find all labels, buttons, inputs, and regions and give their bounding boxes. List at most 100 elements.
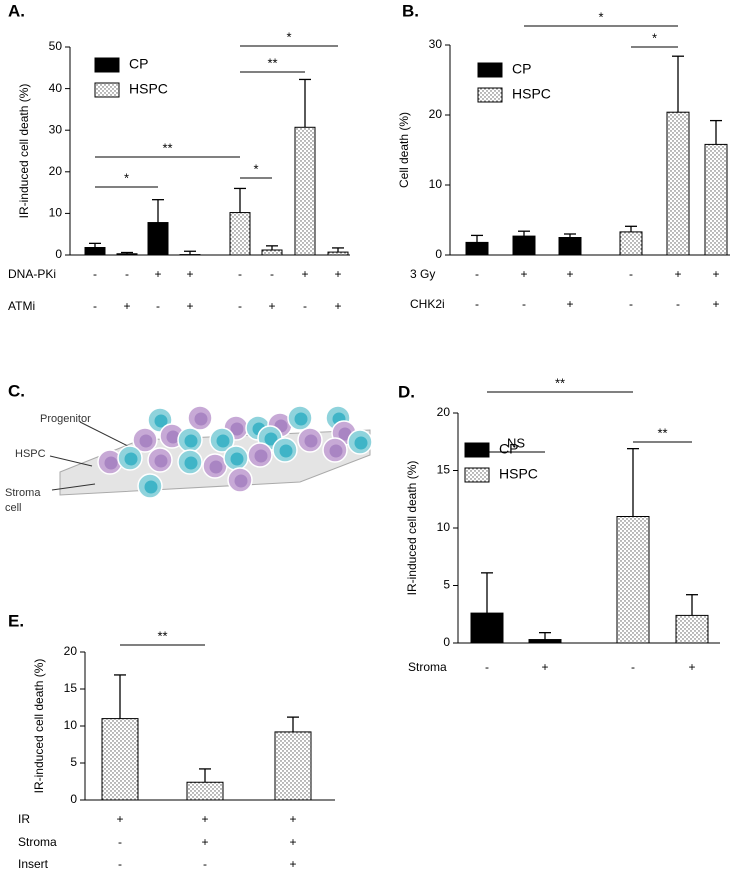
cell-nucleus — [294, 412, 308, 426]
condition-mark: + — [674, 267, 681, 281]
bar — [186, 781, 224, 801]
condition-mark: - — [238, 299, 242, 313]
condition-mark: - — [203, 857, 207, 870]
bar — [116, 253, 138, 256]
cell-nucleus — [166, 430, 180, 444]
legend-label: CP — [512, 61, 531, 77]
cell-nucleus — [154, 414, 168, 428]
significance-label: * — [253, 161, 258, 176]
condition-mark: + — [268, 299, 275, 313]
cell-nucleus — [279, 444, 293, 458]
condition-label: Stroma — [18, 835, 57, 849]
cell-nucleus — [144, 480, 158, 494]
condition-mark: - — [676, 297, 680, 311]
significance-label: * — [598, 9, 603, 24]
condition-mark: - — [629, 267, 633, 281]
condition-label: CHK2i — [410, 297, 445, 311]
condition-mark: - — [156, 299, 160, 313]
y-axis-label: Cell death (%) — [397, 112, 411, 188]
condition-label: 3 Gy — [410, 267, 435, 281]
condition-label: ATMi — [8, 299, 35, 313]
condition-mark: + — [301, 267, 308, 281]
bar — [619, 231, 643, 256]
cell-nucleus — [230, 452, 244, 466]
condition-mark: + — [201, 835, 208, 849]
panel-title: B. — [402, 1, 419, 20]
panel-title: E. — [8, 611, 24, 630]
legend-swatch — [477, 62, 503, 78]
condition-mark: + — [334, 267, 341, 281]
y-tick-label: 5 — [70, 755, 77, 769]
condition-mark: + — [186, 267, 193, 281]
condition-mark: + — [201, 812, 208, 826]
legend-swatch — [94, 57, 120, 73]
bar — [512, 235, 536, 256]
panel-title: C. — [8, 381, 25, 400]
arrow — [79, 421, 129, 447]
bar — [704, 143, 728, 256]
bar — [616, 516, 650, 644]
significance-label: ** — [162, 140, 172, 155]
condition-mark: - — [475, 297, 479, 311]
condition-mark: + — [289, 835, 296, 849]
legend-label: HSPC — [129, 81, 168, 97]
bar — [528, 639, 562, 644]
cell-nucleus — [194, 412, 208, 426]
bar — [147, 222, 169, 256]
y-tick-label: 0 — [443, 635, 450, 649]
diagram-label: Progenitor — [40, 413, 91, 425]
cell-diagram: C. — [8, 381, 373, 499]
legend-label: CP — [129, 56, 148, 72]
cell-nucleus — [254, 449, 268, 463]
bar — [558, 237, 582, 256]
significance-label: ** — [555, 375, 565, 390]
y-tick-label: 0 — [70, 792, 77, 806]
cell-nucleus — [184, 456, 198, 470]
condition-mark: - — [303, 299, 307, 313]
y-tick-label: 5 — [443, 578, 450, 592]
condition-mark: - — [118, 857, 122, 870]
y-tick-label: 20 — [429, 107, 443, 121]
condition-mark: + — [289, 857, 296, 870]
bar — [327, 251, 349, 256]
legend-swatch — [464, 442, 490, 458]
legend-swatch — [464, 467, 490, 483]
y-tick-label: 0 — [55, 247, 62, 261]
significance-label: * — [124, 170, 129, 185]
legend-swatch — [94, 82, 120, 98]
y-tick-label: 10 — [429, 177, 443, 191]
condition-mark: + — [520, 267, 527, 281]
y-tick-label: 20 — [49, 164, 63, 178]
arrow — [49, 455, 93, 467]
panel-title: D. — [398, 382, 415, 401]
cell-nucleus — [184, 434, 198, 448]
cell-nucleus — [234, 474, 248, 488]
bar — [101, 718, 139, 801]
cell-nucleus — [139, 434, 153, 448]
condition-mark: - — [485, 660, 489, 674]
y-axis-label: IR-induced cell death (%) — [32, 659, 46, 794]
condition-label: IR — [18, 812, 30, 826]
y-tick-label: 30 — [429, 37, 443, 51]
condition-mark: - — [93, 299, 97, 313]
condition-mark: + — [123, 299, 130, 313]
cell-nucleus — [124, 452, 138, 466]
legend-label: HSPC — [499, 466, 538, 482]
condition-mark: + — [566, 267, 573, 281]
legend-swatch — [477, 87, 503, 103]
y-tick-label: 0 — [435, 247, 442, 261]
y-tick-label: 50 — [49, 39, 63, 53]
condition-mark: + — [186, 299, 193, 313]
significance-label: NS — [507, 435, 525, 450]
condition-mark: - — [93, 267, 97, 281]
condition-mark: - — [270, 267, 274, 281]
y-tick-label: 15 — [437, 463, 451, 477]
significance-label: * — [652, 30, 657, 45]
cell-nucleus — [329, 444, 343, 458]
y-tick-label: 20 — [437, 405, 451, 419]
diagram-label: Stroma cell — [5, 487, 41, 514]
condition-mark: + — [289, 812, 296, 826]
y-tick-label: 20 — [64, 644, 78, 658]
cell-nucleus — [354, 436, 368, 450]
